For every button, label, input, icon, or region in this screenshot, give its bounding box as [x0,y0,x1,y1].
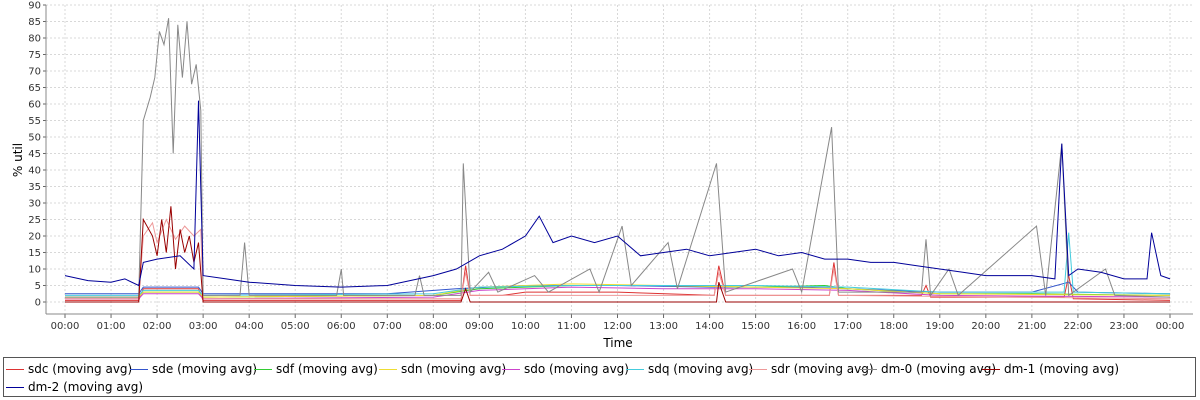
y-tick-label: 35 [28,182,41,193]
series-line [65,206,1170,303]
x-tick-label: 13:00 [649,321,678,332]
legend-label: sde (moving avg) [152,362,258,376]
y-tick-label: 55 [28,116,41,127]
y-tick-label: 45 [28,149,41,160]
y-tick-label: 10 [28,265,41,276]
x-tick-label: 07:00 [373,321,402,332]
x-tick-label: 10:00 [511,321,540,332]
y-tick-label: 65 [28,83,41,94]
legend-item: sdn (moving avg) [379,361,506,377]
y-tick-label: 60 [28,100,41,111]
y-tick-label: 50 [28,133,41,144]
legend-swatch [379,368,397,370]
x-tick-label: 09:00 [465,321,494,332]
y-tick-label: 20 [28,232,41,243]
legend-swatch [6,368,24,370]
x-tick-label: 02:00 [143,321,172,332]
x-tick-label: 11:00 [557,321,586,332]
legend-label: sdr (moving avg) [771,362,874,376]
legend-label: sdn (moving avg) [401,362,507,376]
legend-item: dm-0 (moving avg) [859,361,996,377]
x-tick-label: 08:00 [419,321,448,332]
series-line [65,18,1171,298]
x-tick-label: 14:00 [695,321,724,332]
legend-item: dm-2 (moving avg) [6,379,143,395]
plot-background [46,5,1193,314]
legend-item: sdr (moving avg) [749,361,874,377]
legend-swatch [6,386,24,388]
legend-item: sdc (moving avg) [6,361,132,377]
legend-swatch [502,368,520,370]
series-lines [64,18,1171,303]
y-tick-label: 25 [28,215,41,226]
series-line [65,232,1171,296]
line-chart: 0 5 10 15 20 25 30 35 40 45 50 55 60 65 70 75 80 85 90 00:0… [11,1,1193,350]
plot-area [46,5,1193,314]
x-tick-label: 20:00 [971,321,1000,332]
y-tick-label: 5 [35,281,41,292]
x-tick-label: 16:00 [787,321,816,332]
x-axis-label: Time [602,336,632,350]
x-tick-label: 00:00 [51,321,80,332]
y-tick-label: 40 [28,166,41,177]
axes: 0 5 10 15 20 25 30 35 40 45 50 55 60 65 70 75 80 85 90 00:0… [28,1,1193,332]
x-tick-label: 22:00 [1064,321,1093,332]
legend-swatch [130,368,148,370]
series-line [64,100,1171,288]
x-tick-label: 00:00 [1156,321,1185,332]
legend-swatch [749,368,767,370]
legend-item: sdo (moving avg) [502,361,629,377]
legend-swatch [859,368,877,370]
legend-item: sde (moving avg) [130,361,257,377]
y-tick-label: 80 [28,34,41,45]
legend-swatch [982,368,1000,370]
x-tick-label: 05:00 [281,321,310,332]
legend-label: sdf (moving avg) [276,362,378,376]
x-tick-label: 15:00 [741,321,770,332]
legend-swatch [254,368,272,370]
y-tick-label: 85 [28,17,41,28]
legend-label: sdc (moving avg) [28,362,133,376]
x-tick-label: 12:00 [603,321,632,332]
legend-label: sdq (moving avg) [648,362,754,376]
y-axis-label: % util [11,143,25,177]
y-tick-label: 90 [28,1,41,12]
legend-item: dm-1 (moving avg) [982,361,1119,377]
legend-swatch [626,368,644,370]
y-tick-label: 30 [28,199,41,210]
y-tick-label: 70 [28,67,41,78]
y-tick-label: 15 [28,248,41,259]
legend-label: sdo (moving avg) [524,362,629,376]
y-tick-label: 75 [28,50,41,61]
y-tick-label: 0 [35,298,41,309]
series-line [65,286,1171,300]
x-tick-label: 18:00 [879,321,908,332]
x-tick-label: 01:00 [97,321,126,332]
legend-label: dm-0 (moving avg) [881,362,997,376]
x-tick-label: 19:00 [925,321,954,332]
x-tick-label: 03:00 [189,321,218,332]
legend-label: dm-1 (moving avg) [1004,362,1120,376]
x-tick-label: 06:00 [327,321,356,332]
legend: sdc (moving avg) sde (moving avg) sdf (mov… [3,357,1196,397]
x-tick-label: 17:00 [833,321,862,332]
x-tick-label: 21:00 [1017,321,1046,332]
legend-item: sdq (moving avg) [626,361,753,377]
legend-label: dm-2 (moving avg) [28,380,144,394]
legend-item: sdf (moving avg) [254,361,378,377]
x-tick-label: 23:00 [1110,321,1139,332]
x-tick-label: 04:00 [235,321,264,332]
